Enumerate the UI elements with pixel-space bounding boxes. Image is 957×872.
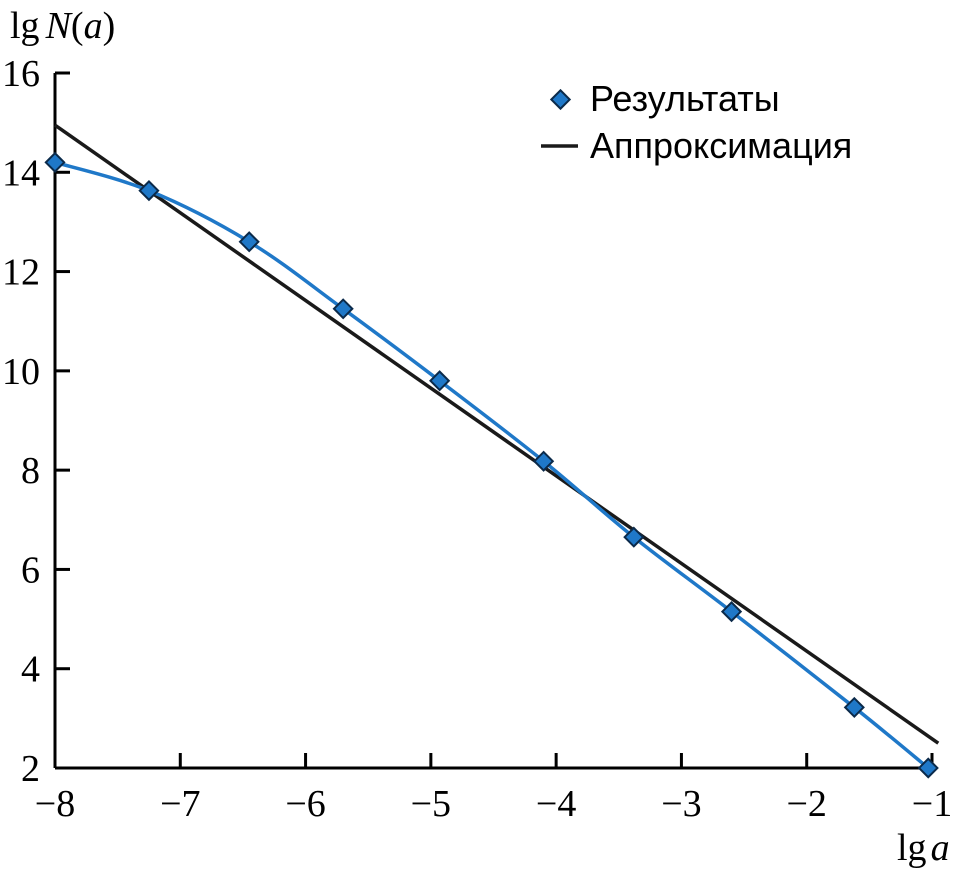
- legend: Результаты Аппроксимация: [541, 78, 852, 166]
- x-tick-label: −4: [536, 783, 576, 825]
- legend-label-results: Результаты: [590, 78, 780, 119]
- result-markers: [44, 151, 939, 779]
- result-point: [720, 601, 743, 623]
- result-point: [533, 450, 555, 472]
- x-tick-label: −8: [35, 783, 75, 825]
- y-tick-label: 6: [21, 549, 40, 591]
- x-axis-label: lg a: [897, 827, 950, 869]
- y-tick-label: 10: [2, 351, 40, 393]
- x-tick-label: −2: [786, 783, 826, 825]
- results-curve: [54, 160, 930, 770]
- y-tick-label: 12: [2, 252, 40, 294]
- y-tick-label: 14: [2, 152, 40, 194]
- x-tick-label: −1: [912, 783, 952, 825]
- result-point: [332, 298, 354, 320]
- x-tick-label: −6: [285, 783, 325, 825]
- y-axis-label: lg N(a): [10, 5, 115, 47]
- y-tick-label: 8: [21, 450, 40, 492]
- plot-area: [44, 123, 940, 779]
- x-tick-label: −3: [661, 783, 701, 825]
- result-point: [238, 231, 260, 253]
- x-tick-label: −7: [160, 783, 200, 825]
- y-tick-label: 16: [2, 53, 40, 95]
- y-ticks: 2 4 6 8 10 12 14 16: [2, 53, 70, 790]
- x-tick-label: −5: [411, 783, 451, 825]
- result-point: [138, 180, 160, 202]
- result-point: [917, 757, 939, 779]
- axes: −8 −7 −6 −5 −4 −3 −2 −1 2 4 6 8 10 12 14 16: [2, 53, 952, 825]
- x-ticks: −8 −7 −6 −5 −4 −3 −2 −1: [35, 753, 952, 825]
- result-point: [429, 370, 451, 392]
- approximation-line: [53, 123, 940, 745]
- result-point: [44, 151, 66, 173]
- legend-marker-results: [549, 88, 572, 111]
- y-tick-label: 2: [21, 748, 40, 790]
- y-tick-label: 4: [21, 649, 40, 691]
- result-point: [843, 696, 865, 719]
- result-point: [623, 526, 645, 548]
- legend-label-approximation: Аппроксимация: [590, 125, 852, 166]
